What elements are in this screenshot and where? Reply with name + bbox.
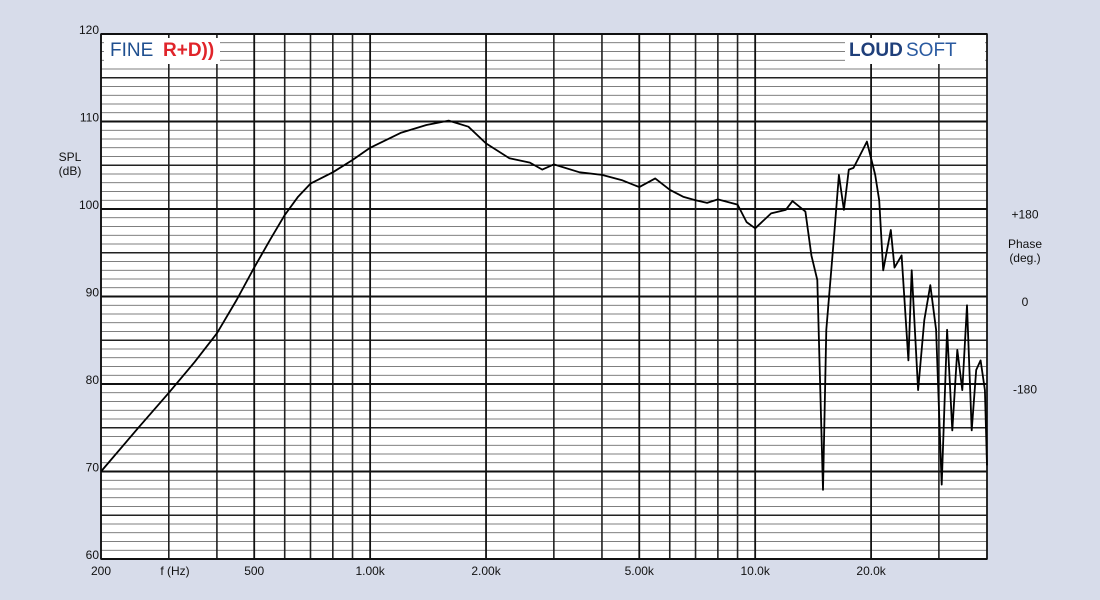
logo-left-bg [104, 38, 220, 64]
grid [100, 33, 988, 560]
x-tick-label: 500 [244, 564, 264, 578]
x-axis-label: f (Hz) [160, 564, 189, 578]
logo-left-mark: R+D)) [163, 40, 214, 61]
y-tick-label: 120 [79, 23, 99, 37]
x-tick-label: 20.0k [856, 564, 886, 578]
y2-tick-label: 0 [1022, 295, 1029, 309]
y-tick-label: 70 [86, 461, 100, 475]
y-axis-label: (dB) [59, 164, 82, 178]
logo-right-bg [845, 38, 985, 64]
y-tick-label: 110 [80, 111, 99, 125]
logo-right-bold: LOUD [849, 40, 903, 61]
x-tick-label: 10.0k [741, 564, 771, 578]
y-axis-label: SPL [59, 150, 82, 164]
y2-axis-label: Phase [1008, 237, 1042, 251]
y2-tick-label: +180 [1011, 207, 1038, 221]
x-tick-label: 1.00k [355, 564, 385, 578]
response-line [100, 119, 988, 491]
y2-axis-label: (deg.) [1009, 251, 1040, 265]
plot-border [100, 33, 988, 560]
y-tick-label: 60 [86, 548, 100, 562]
y-tick-label: 100 [79, 198, 99, 212]
x-tick-label: 5.00k [625, 564, 655, 578]
y-tick-label: 80 [86, 373, 100, 387]
y2-tick-label: -180 [1013, 382, 1037, 396]
logo-right-text: SOFT [906, 40, 957, 61]
logo-left-text: FINE [110, 40, 153, 61]
y-tick-label: 90 [86, 286, 100, 300]
x-tick-label: 2.00k [471, 564, 501, 578]
x-tick-label: 200 [91, 564, 111, 578]
